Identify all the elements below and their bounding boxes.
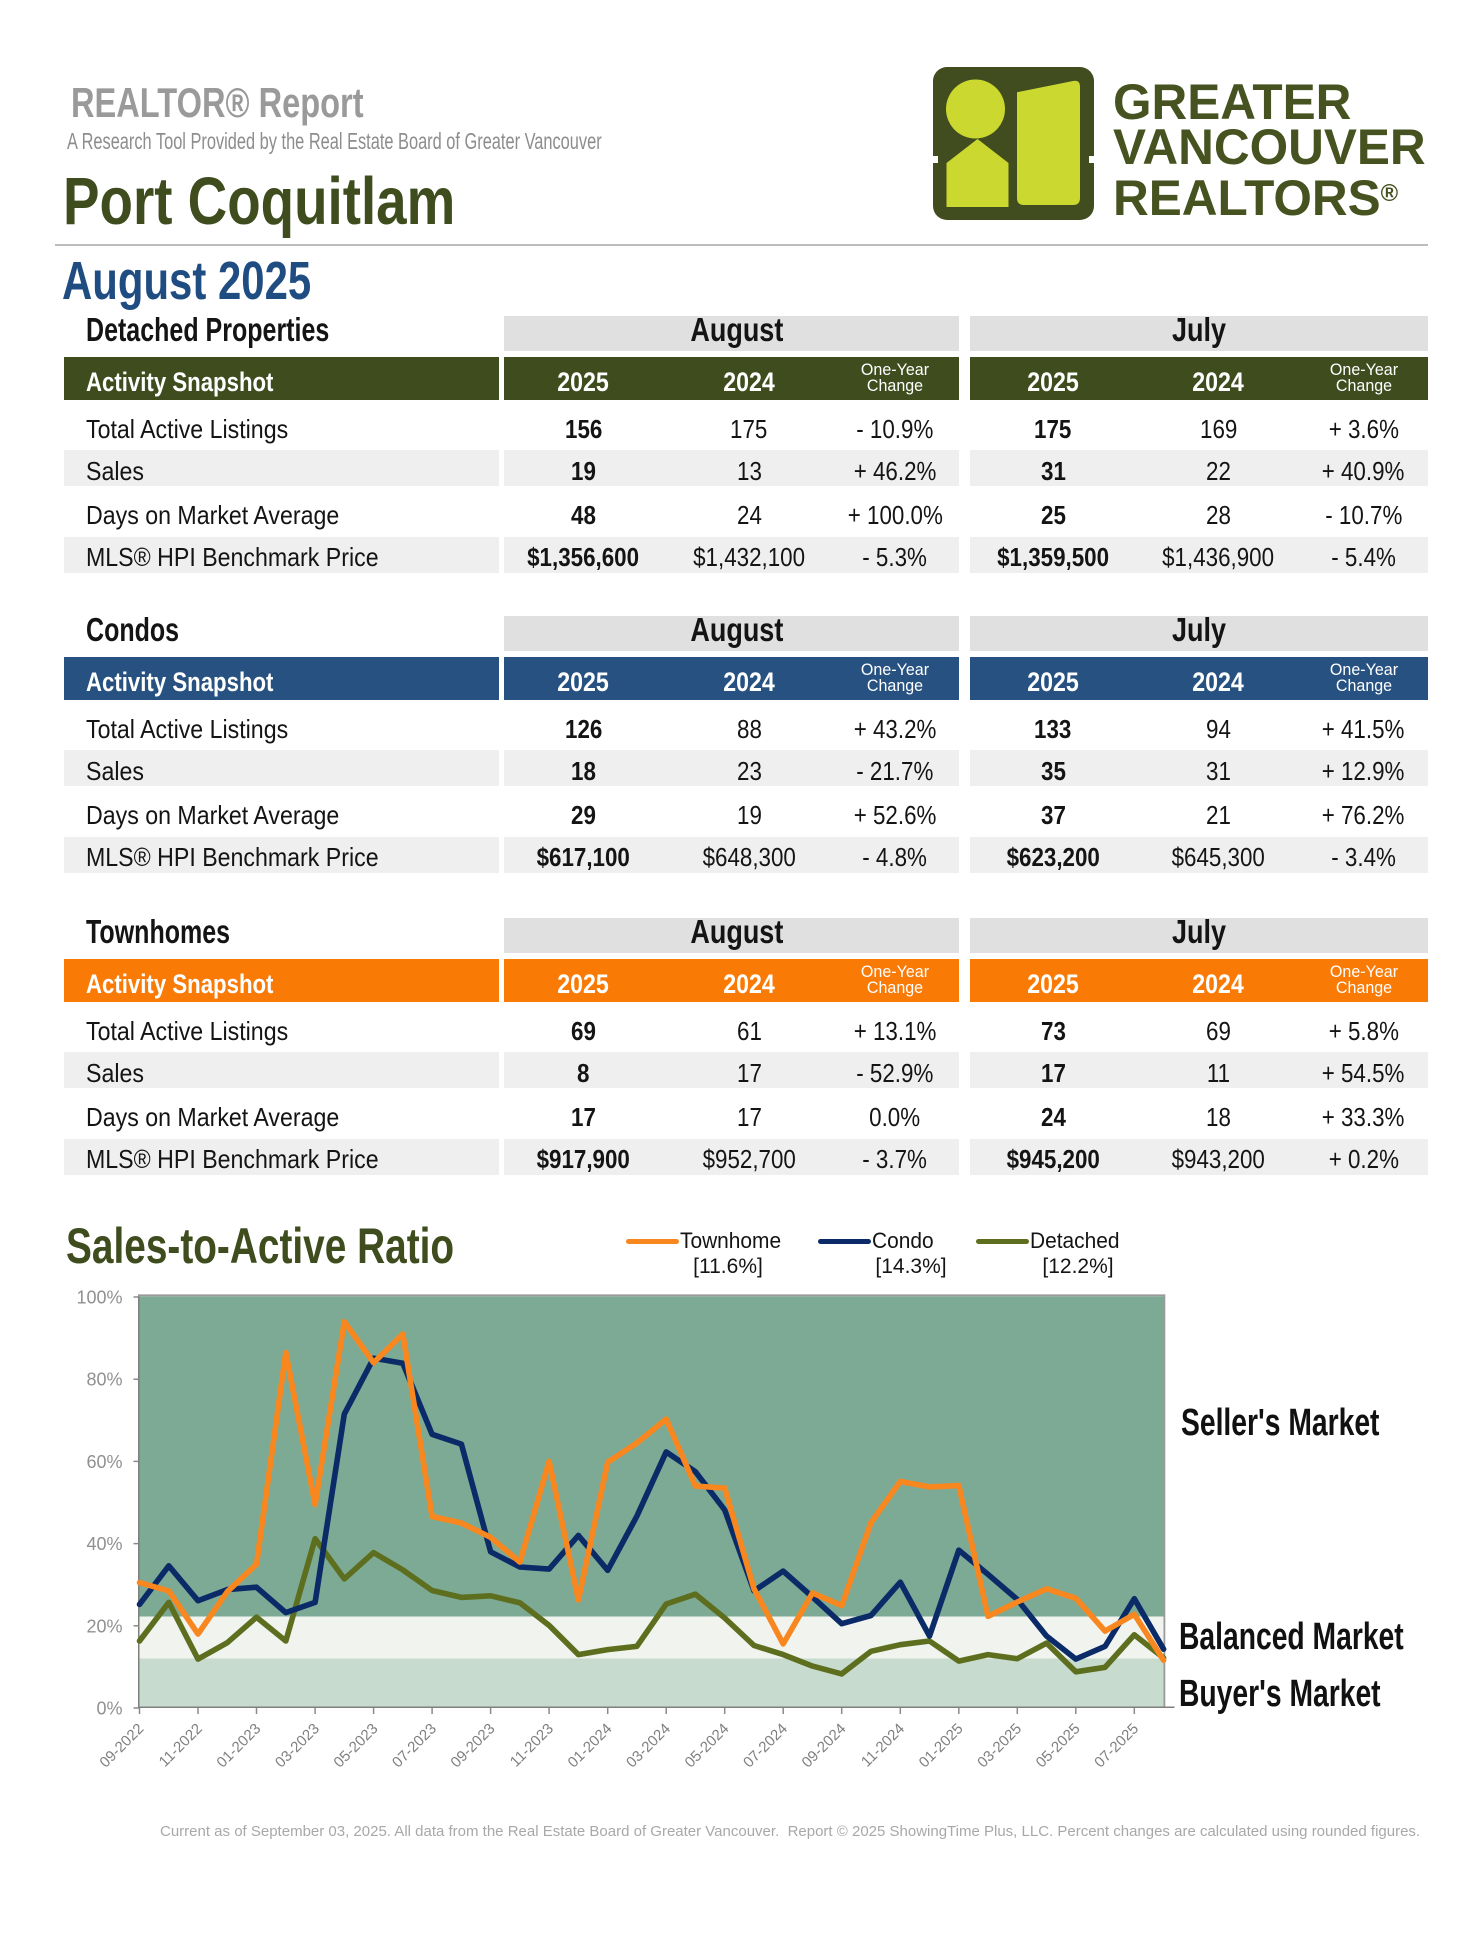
svg-text:09-2022: 09-2022 — [96, 1720, 147, 1771]
svg-text:03-2024: 03-2024 — [623, 1720, 674, 1771]
svg-text:11-2024: 11-2024 — [858, 1720, 908, 1770]
svg-text:40%: 40% — [86, 1534, 122, 1554]
svg-text:03-2023: 03-2023 — [272, 1720, 323, 1771]
svg-text:05-2023: 05-2023 — [330, 1720, 381, 1771]
svg-text:11-2023: 11-2023 — [507, 1720, 557, 1770]
svg-text:80%: 80% — [86, 1370, 122, 1390]
svg-text:09-2024: 09-2024 — [799, 1720, 850, 1771]
svg-text:20%: 20% — [86, 1616, 122, 1636]
svg-text:05-2024: 05-2024 — [682, 1720, 733, 1771]
svg-text:0%: 0% — [96, 1699, 122, 1719]
svg-text:01-2023: 01-2023 — [213, 1720, 264, 1771]
svg-text:01-2024: 01-2024 — [565, 1720, 616, 1771]
svg-text:07-2024: 07-2024 — [740, 1720, 791, 1771]
svg-text:11-2022: 11-2022 — [156, 1720, 206, 1770]
svg-text:07-2025: 07-2025 — [1091, 1720, 1142, 1771]
svg-text:05-2025: 05-2025 — [1033, 1720, 1084, 1771]
svg-text:60%: 60% — [86, 1452, 122, 1472]
svg-text:03-2025: 03-2025 — [974, 1720, 1025, 1771]
svg-text:07-2023: 07-2023 — [389, 1720, 440, 1771]
svg-text:09-2023: 09-2023 — [447, 1720, 498, 1771]
svg-text:01-2025: 01-2025 — [916, 1720, 967, 1771]
svg-text:100%: 100% — [76, 1288, 122, 1308]
